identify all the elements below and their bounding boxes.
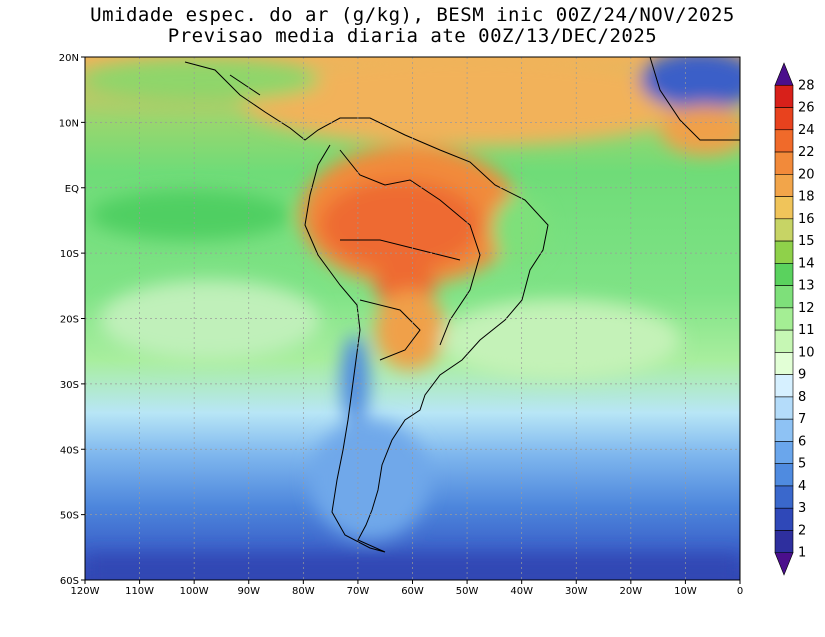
- colorbar-box: [774, 441, 794, 464]
- colorbar-label: 3: [798, 501, 806, 516]
- colorbar-box: [774, 263, 794, 286]
- colorbar-min-arrow: [774, 552, 794, 576]
- lat-tick-label: 40S: [60, 445, 79, 456]
- chart-title-line1: Umidade espec. do ar (g/kg), BESM inic 0…: [90, 4, 735, 26]
- colorbar-box: [774, 285, 794, 309]
- colorbar-box: [774, 129, 794, 153]
- colorbar-box: [774, 307, 794, 331]
- coastlines: [184, 57, 740, 553]
- lon-tick-label: 70W: [347, 586, 370, 597]
- colorbar-label: 28: [798, 78, 815, 93]
- lat-tick-label: 10S: [60, 249, 79, 260]
- chart-title-line2: Previsao media diaria ate 00Z/13/DEC/202…: [167, 25, 658, 47]
- colorbar-box: [774, 107, 794, 131]
- lon-tick-label: 60W: [401, 586, 424, 597]
- colorbar-box: [774, 418, 794, 442]
- lat-tick-label: 60S: [60, 576, 79, 587]
- colorbar-label: 18: [798, 190, 815, 205]
- lon-tick-label: 50W: [456, 586, 479, 597]
- country-borders-2: [340, 239, 461, 261]
- colorbar: 28 26 24 22 20 18 16 15 14 13 12 11 10 9 8 7 6 5 4 3 2 1: [774, 62, 815, 576]
- lat-tick-label: 50S: [60, 511, 79, 522]
- colorbar-box: [774, 352, 794, 375]
- south-america-coast: [184, 61, 549, 553]
- lat-tick-label: 10N: [59, 118, 79, 129]
- colorbar-box: [774, 396, 794, 420]
- colorbar-box: [774, 218, 794, 242]
- colorbar-label: 26: [798, 101, 815, 116]
- country-borders: [339, 149, 481, 346]
- colorbar-box: [774, 240, 794, 264]
- colorbar-box: [774, 485, 794, 509]
- colorbar-box: [774, 530, 794, 554]
- central-america-coast: [229, 74, 261, 96]
- colorbar-box: [774, 329, 794, 353]
- colorbar-label: 13: [798, 279, 815, 294]
- colorbar-box: [774, 463, 794, 487]
- lon-tick-label: 40W: [510, 586, 533, 597]
- colorbar-label: 16: [798, 212, 815, 227]
- lat-axis: 20N 10N EQ 10S 20S 30S 40S 50S 60S: [59, 53, 85, 587]
- lon-tick-label: 80W: [292, 586, 315, 597]
- colorbar-box: [774, 174, 794, 197]
- colorbar-label: 14: [798, 256, 815, 271]
- colorbar-label: 4: [798, 479, 806, 494]
- colorbar-label: 8: [798, 390, 806, 405]
- lon-tick-label: 90W: [237, 586, 260, 597]
- lat-tick-label: 30S: [60, 380, 79, 391]
- colorbar-label: 2: [798, 523, 806, 538]
- lon-tick-label: 10W: [674, 586, 697, 597]
- colorbar-label: 22: [798, 145, 815, 160]
- gridlines: [85, 57, 740, 580]
- country-borders-3: [359, 299, 421, 361]
- lat-tick-label: EQ: [65, 184, 79, 195]
- colorbar-max-arrow: [774, 62, 794, 86]
- lat-tick-label: 20N: [59, 53, 79, 64]
- colorbar-box: [774, 374, 794, 398]
- lon-tick-label: 30W: [565, 586, 588, 597]
- lon-tick-label: 20W: [620, 586, 643, 597]
- colorbar-box: [774, 507, 794, 531]
- colorbar-label: 5: [798, 457, 806, 472]
- colorbar-label: 11: [798, 323, 815, 338]
- africa-coast: [649, 57, 740, 141]
- lon-tick-label: 100W: [180, 586, 209, 597]
- colorbar-box: [774, 151, 794, 175]
- colorbar-label: 24: [798, 123, 815, 138]
- lon-tick-label: 0: [737, 586, 743, 597]
- colorbar-label: 10: [798, 345, 815, 360]
- humidity-field: [85, 57, 740, 580]
- colorbar-box: [774, 84, 794, 108]
- colorbar-label: 12: [798, 301, 815, 316]
- colorbar-label: 6: [798, 434, 806, 449]
- colorbar-box: [774, 196, 794, 220]
- colorbar-label: 15: [798, 234, 815, 249]
- colorbar-label: 7: [798, 412, 806, 427]
- lon-axis: 120W 110W 100W 90W 80W 70W 60W 50W 40W 30W 20W 10W 0: [71, 580, 743, 597]
- colorbar-label: 1: [798, 546, 806, 561]
- lon-tick-label: 120W: [71, 586, 100, 597]
- colorbar-label: 20: [798, 167, 815, 182]
- lat-tick-label: 20S: [60, 315, 79, 326]
- lon-tick-label: 110W: [125, 586, 154, 597]
- colorbar-label: 9: [798, 368, 806, 383]
